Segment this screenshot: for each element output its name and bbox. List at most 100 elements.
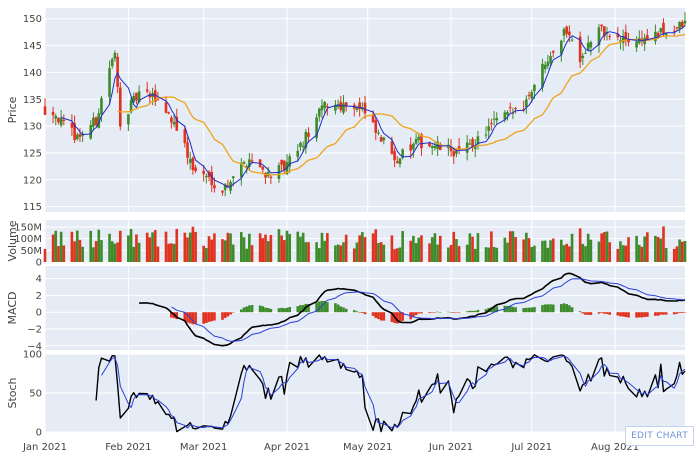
panel-price: 115 120 125 130 135 140 145 150 Price bbox=[6, 8, 685, 213]
candle-body bbox=[110, 59, 114, 67]
candle-body bbox=[374, 120, 378, 133]
volume-bar bbox=[207, 236, 211, 262]
candle-body bbox=[678, 21, 681, 30]
volume-bar bbox=[584, 246, 587, 262]
volume-bar bbox=[129, 229, 133, 262]
candle-body bbox=[326, 106, 329, 108]
candle-body bbox=[417, 136, 421, 140]
volume-bar bbox=[490, 231, 493, 262]
macd-hist-bar bbox=[654, 312, 657, 316]
volume-bar bbox=[239, 232, 243, 262]
macd-hist-bar bbox=[468, 310, 472, 313]
x-tick-label: Jun 2021 bbox=[428, 442, 473, 453]
candle-body bbox=[379, 137, 383, 142]
x-tick-label: Jul 2021 bbox=[510, 442, 552, 453]
macd-hist-bar bbox=[250, 305, 254, 313]
volume-bar bbox=[59, 231, 63, 262]
volume-bar bbox=[62, 245, 66, 262]
volume-bar bbox=[581, 243, 585, 262]
volume-bar bbox=[221, 239, 224, 262]
candle-body bbox=[624, 31, 628, 41]
candle-body bbox=[484, 134, 488, 136]
volume-bar bbox=[229, 233, 232, 262]
volume-bar bbox=[57, 246, 60, 262]
macd-hist-bar bbox=[320, 300, 324, 313]
volume-bar bbox=[371, 233, 375, 262]
candle-body bbox=[621, 36, 625, 44]
y-tick-label: 140 bbox=[23, 68, 42, 79]
candle-body bbox=[283, 160, 286, 171]
macd-hist-bar bbox=[589, 312, 593, 315]
candle-body bbox=[635, 41, 638, 48]
volume-bar bbox=[654, 235, 657, 262]
macd-hist-bar bbox=[229, 312, 232, 315]
candle-body bbox=[654, 31, 657, 42]
y-tick-label: 0 bbox=[36, 428, 42, 439]
macd-hist-bar bbox=[600, 312, 603, 313]
volume-bar bbox=[70, 231, 74, 262]
volume-bar bbox=[484, 247, 488, 262]
volume-bar bbox=[344, 234, 348, 262]
macd-hist-bar bbox=[452, 312, 456, 313]
macd-hist-bar bbox=[412, 312, 415, 318]
volume-bar bbox=[175, 228, 179, 262]
candle-body bbox=[242, 162, 246, 164]
candle-body bbox=[210, 171, 214, 186]
edit-chart-button[interactable]: EDIT CHART bbox=[625, 426, 694, 446]
candle-body bbox=[94, 117, 98, 125]
macd-hist-bar bbox=[551, 304, 555, 313]
volume-bar bbox=[546, 247, 550, 262]
candle-body bbox=[675, 27, 679, 29]
volume-bar bbox=[110, 241, 114, 262]
volume-bar bbox=[137, 242, 141, 262]
candle-body bbox=[672, 30, 676, 32]
signal-line bbox=[171, 278, 686, 342]
macd-hist-bar bbox=[280, 307, 283, 313]
candle-body bbox=[401, 149, 404, 158]
candle-body bbox=[202, 170, 205, 174]
volume-bar bbox=[608, 242, 612, 262]
candle-body bbox=[113, 52, 117, 59]
candle-body bbox=[578, 36, 582, 63]
volume-bar bbox=[113, 243, 117, 262]
panel-macd: −4 −2 0 2 4 MACD bbox=[6, 266, 685, 352]
volume-bar bbox=[194, 231, 197, 262]
candle-body bbox=[543, 64, 547, 70]
volume-bar bbox=[637, 244, 641, 262]
volume-bar bbox=[382, 244, 386, 262]
volume-bar bbox=[258, 233, 262, 262]
panel-stoch: 0 50 100 Stoch bbox=[6, 350, 685, 439]
macd-hist-bar bbox=[476, 309, 480, 313]
volume-bar bbox=[145, 232, 149, 262]
candle-body bbox=[43, 106, 47, 115]
volume-bar bbox=[656, 236, 660, 262]
macd-hist-bar bbox=[514, 307, 517, 313]
y-axis-label-stoch: Stoch bbox=[6, 377, 19, 408]
macd-hist-bar bbox=[605, 312, 609, 315]
candle-body bbox=[681, 22, 684, 27]
candle-body bbox=[226, 185, 230, 187]
candle-body bbox=[213, 185, 216, 189]
candle-body bbox=[75, 134, 79, 140]
volume-bar bbox=[323, 240, 326, 262]
volume-bar bbox=[363, 237, 367, 262]
macd-hist-bar bbox=[288, 307, 292, 313]
macd-hist-bar bbox=[559, 304, 563, 313]
macd-hist-bar bbox=[522, 308, 525, 313]
candle-body bbox=[186, 142, 189, 158]
volume-bar bbox=[659, 238, 663, 262]
candle-body bbox=[73, 123, 76, 140]
volume-bar bbox=[89, 230, 93, 262]
volume-bar bbox=[264, 234, 267, 262]
volume-bar bbox=[361, 232, 364, 262]
macd-hist-bar bbox=[207, 312, 211, 322]
macd-hist-bar bbox=[379, 312, 383, 321]
x-tick-label: Apr 2021 bbox=[264, 442, 310, 453]
volume-bar bbox=[317, 248, 321, 262]
volume-bar bbox=[355, 242, 359, 262]
macd-hist-bar bbox=[382, 312, 386, 321]
candle-body bbox=[659, 28, 663, 33]
candle-body bbox=[92, 117, 95, 127]
candle-body bbox=[586, 42, 590, 51]
